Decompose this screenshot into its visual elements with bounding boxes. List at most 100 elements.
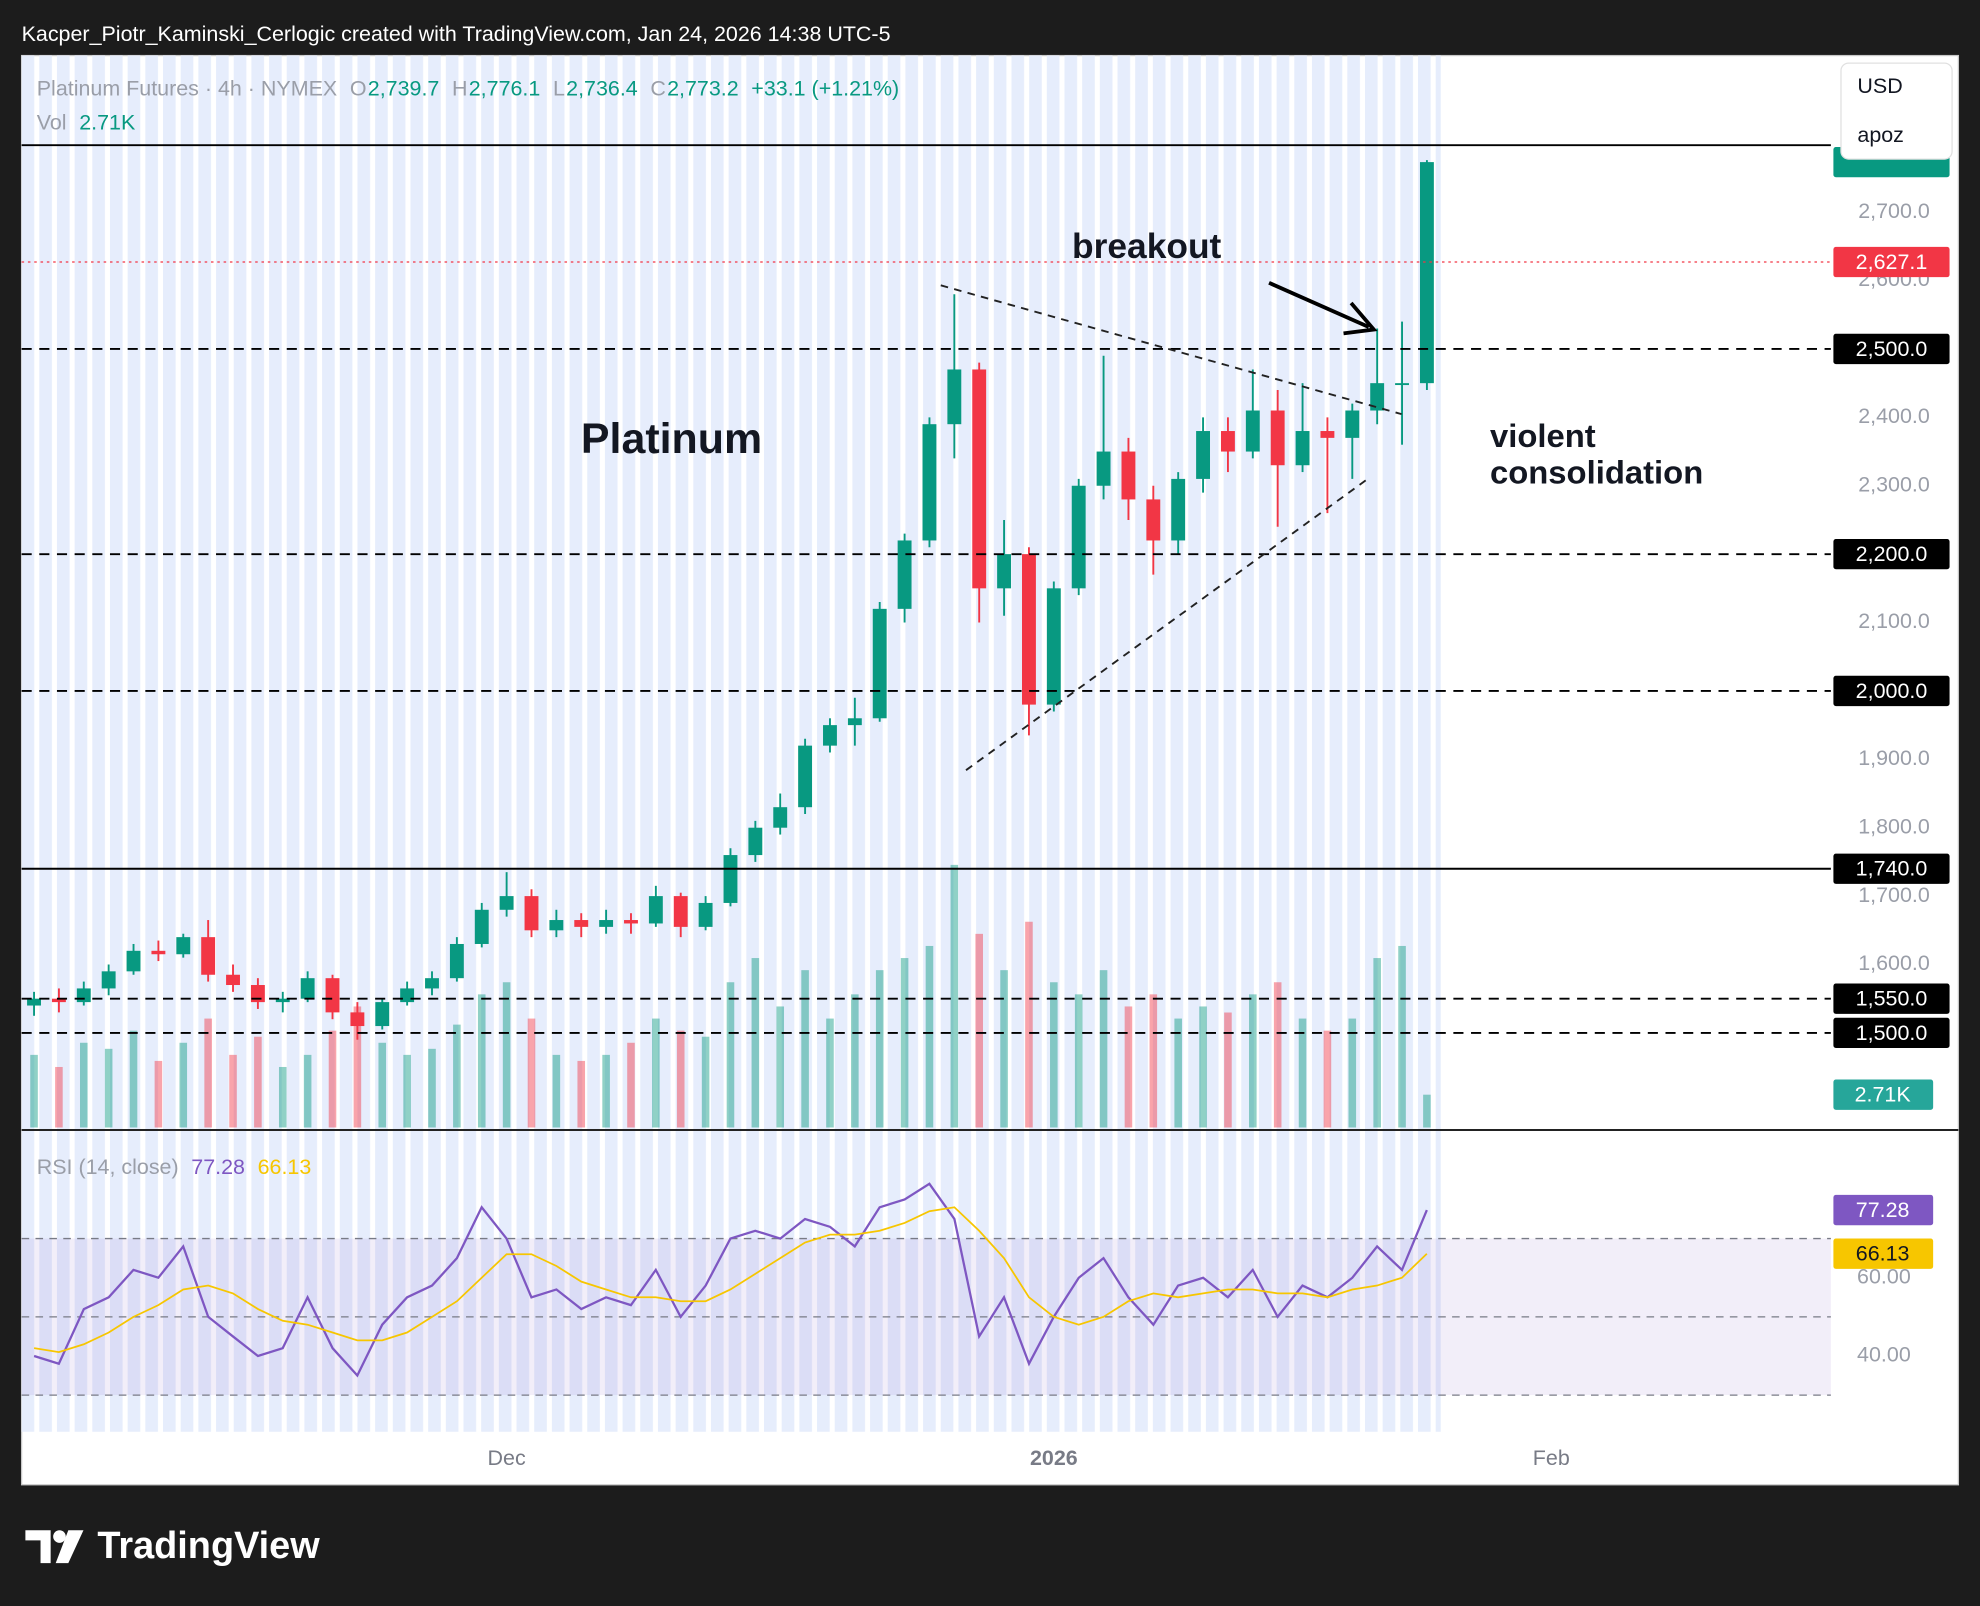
change: +33.1 (+1.21%): [751, 76, 899, 100]
candle-body: [201, 937, 216, 975]
level-tag: [1833, 853, 1950, 884]
y-tick-label: 1,700.0: [1858, 883, 1930, 907]
candle-body: [1370, 383, 1385, 411]
candle-body: [1096, 451, 1111, 486]
candle-body: [648, 896, 663, 924]
level-label: 2,627.1: [1856, 250, 1928, 274]
candle-body: [1220, 431, 1235, 452]
candle-body: [400, 988, 415, 1003]
candle-body: [1270, 410, 1285, 466]
level-label: 2,000.0: [1856, 679, 1928, 703]
volume-bar: [925, 945, 934, 1128]
annotation: consolidation: [1490, 453, 1703, 490]
brand-logo: [25, 1530, 84, 1564]
candle-body: [1419, 162, 1434, 384]
volume-name: Vol: [37, 110, 67, 134]
candle-body: [1022, 554, 1036, 705]
volume-legend: Vol 2.71K: [37, 110, 136, 134]
y-tick-label: 1,800.0: [1858, 814, 1930, 838]
rsi-title: RSI (14, close): [37, 1155, 179, 1179]
candle-body: [972, 369, 987, 589]
rsi-tag-label: 66.13: [1856, 1242, 1910, 1266]
candle-body: [997, 554, 1012, 589]
y-tick-label: 1,900.0: [1858, 746, 1930, 770]
session-stripes: [21, 55, 1441, 1432]
level-tag: [1833, 1017, 1950, 1049]
volume-bar: [104, 1048, 113, 1128]
volume-bar: [229, 1054, 237, 1128]
candle-body: [449, 943, 464, 979]
candle-body: [151, 950, 166, 955]
candle-body: [1046, 588, 1061, 705]
candle-body: [1320, 431, 1335, 438]
y-tick-label: 2,400.0: [1858, 404, 1930, 428]
volume-bar: [701, 1036, 710, 1128]
volume-bar: [801, 970, 809, 1128]
rsi-line: [33, 1182, 1428, 1378]
plot: 1,600.0 1,700.0 1,800.0 1,900.0 2,000.0 2,100…: [21, 76, 1950, 1470]
candle-body: [1395, 383, 1409, 386]
volume-bar: [1149, 994, 1158, 1128]
volume-value: 2.71K: [79, 110, 136, 134]
volume-bar: [502, 982, 511, 1128]
candle-body: [549, 920, 564, 931]
rsi-value: 77.28: [191, 1155, 245, 1179]
rsi-tag: [1833, 1238, 1934, 1269]
rsi-tag-label: 77.28: [1856, 1198, 1910, 1222]
candle-body: [126, 950, 141, 972]
volume-bar: [975, 933, 983, 1128]
candle-body: [176, 937, 191, 955]
candle-body: [499, 896, 514, 910]
trendline-upper: [940, 284, 1402, 416]
y-tick-label: 2,100.0: [1858, 609, 1930, 633]
volume-bar: [676, 1030, 685, 1128]
volume-bar: [179, 1042, 188, 1128]
y-tick-label: 2,300.0: [1858, 472, 1930, 496]
attribution: Kacper_Piotr_Kaminski_Cerlogic created w…: [22, 22, 891, 46]
candle-body: [226, 974, 240, 986]
volume-bar: [726, 982, 735, 1128]
candle-body: [773, 807, 788, 828]
x-tick-label: Feb: [1533, 1446, 1570, 1470]
volume-bar: [1000, 970, 1008, 1128]
candle-body: [1295, 431, 1310, 466]
readout-name: L: [553, 76, 565, 100]
volume-bar: [303, 1054, 312, 1128]
volume-bar: [1224, 1012, 1232, 1128]
candle-body: [76, 988, 91, 1003]
volume-bar: [453, 1024, 461, 1128]
volume-bar: [1249, 994, 1257, 1128]
candle-body: [1146, 499, 1161, 541]
volume-bar: [1124, 1006, 1133, 1128]
volume-bar: [602, 1054, 610, 1128]
annotation: Platinum: [581, 415, 762, 463]
volume-bar: [428, 1048, 436, 1128]
volume-bar: [278, 1066, 287, 1128]
candle-body: [723, 855, 738, 903]
candle-body: [350, 1012, 365, 1027]
volume-bar: [1323, 1030, 1332, 1128]
candle-body: [51, 998, 66, 1003]
volume-bar: [254, 1036, 262, 1128]
candle-body: [947, 369, 962, 425]
candle-body: [897, 540, 912, 609]
volume-bar: [527, 1018, 536, 1128]
candle-body: [474, 909, 489, 944]
volume-bar: [751, 958, 760, 1128]
volume-bar: [1174, 1018, 1182, 1128]
level-tag: [1833, 538, 1950, 570]
readout-value: 2,773.2: [667, 76, 739, 100]
candle-body: [27, 998, 41, 1006]
volume-bar: [1398, 945, 1406, 1128]
symbol: Platinum Futures · 4h · NYMEX: [37, 76, 337, 100]
volume-bar: [1298, 1018, 1307, 1128]
candle-body: [425, 978, 439, 989]
readout-name: H: [452, 76, 468, 100]
volume-bar: [1348, 1018, 1357, 1128]
candle-body: [574, 920, 589, 927]
volume-bar: [30, 1054, 38, 1128]
rsi-legend: RSI (14, close) 77.28 66.13: [37, 1155, 312, 1179]
volume-bar: [950, 864, 959, 1128]
volume-bar: [1025, 921, 1033, 1128]
readout-name: O: [350, 76, 367, 100]
